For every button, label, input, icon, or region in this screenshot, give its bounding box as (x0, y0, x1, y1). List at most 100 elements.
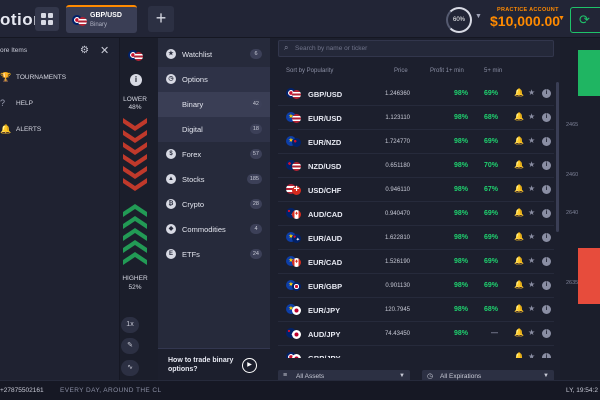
lower-percent: 48% (128, 104, 142, 111)
asset-row[interactable]: EUR/GBP 0.901130 98% 69% 🔔 ★ i (278, 274, 554, 298)
star-icon[interactable]: ★ (528, 136, 536, 145)
profit-5min: 69% (483, 234, 498, 241)
gear-icon[interactable]: ⚙ (80, 45, 89, 56)
star-icon[interactable]: ★ (528, 352, 536, 358)
asset-row[interactable]: GBP/JPY 🔔 ★ i (278, 346, 554, 358)
star-icon[interactable]: ★ (528, 328, 536, 337)
category-commodities[interactable]: ◆ Commodities 4 (158, 217, 270, 242)
star-icon[interactable]: ★ (528, 256, 536, 265)
asset-tab-symbol: GBP/USD (90, 12, 122, 19)
asset-row[interactable]: AUD/CAD 0.940470 98% 69% 🔔 ★ i (278, 202, 554, 226)
zoom-button[interactable]: 1x (121, 317, 139, 333)
trophy-icon: 🏆 (0, 72, 12, 82)
apps-grid-button[interactable] (35, 7, 59, 31)
more-items-menu: ore Items ⚙ ✕ 🏆 TOURNAMENTS ? HELP 🔔 ALE… (0, 38, 120, 380)
star-icon[interactable]: ★ (528, 184, 536, 193)
bell-icon[interactable]: 🔔 (514, 352, 524, 358)
indicator-wave-icon[interactable]: ∿ (121, 360, 139, 376)
info-icon[interactable]: i (542, 305, 551, 314)
info-icon[interactable]: i (542, 185, 551, 194)
column-profit-1min[interactable]: Profit 1+ min (430, 68, 464, 74)
bell-icon[interactable]: 🔔 (514, 88, 524, 97)
star-icon[interactable]: ★ (528, 304, 536, 313)
column-price[interactable]: Price (394, 68, 408, 74)
support-phone[interactable]: +27875502161 (0, 387, 44, 394)
asset-row[interactable]: NZD/USD 0.651180 98% 70% 🔔 ★ i (278, 154, 554, 178)
category-options[interactable]: ◷ Options (158, 67, 270, 92)
asset-row[interactable]: EUR/JPY 120.7945 98% 68% 🔔 ★ i (278, 298, 554, 322)
info-icon[interactable]: i (542, 281, 551, 290)
asset-symbol: USD/CHF (308, 186, 342, 195)
bell-icon[interactable]: 🔔 (514, 280, 524, 289)
price-tick: 2465 (566, 122, 579, 128)
category-crypto[interactable]: ₿ Crypto 28 (158, 192, 270, 217)
info-icon[interactable]: i (542, 233, 551, 242)
profit-1min: 98% (453, 234, 468, 241)
bell-icon[interactable]: 🔔 (514, 208, 524, 217)
bell-icon[interactable]: 🔔 (514, 184, 524, 193)
bell-icon[interactable]: 🔔 (514, 304, 524, 313)
menu-item-help[interactable]: ? HELP (0, 98, 33, 108)
category-binary[interactable]: Binary 42 (158, 92, 270, 117)
info-icon[interactable]: i (542, 353, 551, 358)
menu-item-tournaments[interactable]: 🏆 TOURNAMENTS (0, 72, 67, 82)
category-stocks[interactable]: ▲ Stocks 185 (158, 167, 270, 192)
bell-icon[interactable]: 🔔 (514, 256, 524, 265)
deposit-button[interactable]: ⟳ (570, 7, 600, 33)
info-icon[interactable]: i (542, 257, 551, 266)
column-profit-5min[interactable]: 5+ min (484, 68, 503, 74)
higher-button-edge[interactable] (578, 50, 600, 96)
info-icon[interactable]: i (542, 329, 551, 338)
flag-pair-icon (128, 50, 143, 61)
star-icon[interactable]: ★ (528, 88, 536, 97)
scrollbar[interactable] (556, 82, 559, 232)
star-icon[interactable]: ★ (528, 208, 536, 217)
chevron-down-icon[interactable]: ▼ (475, 13, 482, 20)
profit-5min: 68% (483, 114, 498, 121)
info-icon[interactable]: i (542, 161, 551, 170)
asset-row[interactable]: EUR/CAD 1.526190 98% 69% 🔔 ★ i (278, 250, 554, 274)
asset-tab-gbpusd[interactable]: GBP/USD Binary (66, 5, 137, 33)
asset-row[interactable]: EUR/NZD 1.724770 98% 69% 🔔 ★ i (278, 130, 554, 154)
asset-row[interactable]: GBP/USD 1.246360 98% 69% 🔔 ★ i (278, 82, 554, 106)
sort-dropdown[interactable]: Sort by Popularity (286, 68, 334, 74)
star-icon[interactable]: ★ (528, 280, 536, 289)
chevron-down-icon[interactable]: ▼ (558, 15, 565, 22)
bell-icon[interactable]: 🔔 (514, 136, 524, 145)
lower-button-edge[interactable] (578, 248, 600, 304)
refresh-dollar-icon: ⟳ (579, 12, 590, 27)
menu-header: ore Items (0, 47, 28, 54)
account-balance[interactable]: $10,000.00 (490, 13, 561, 29)
info-icon[interactable]: i (542, 113, 551, 122)
info-icon[interactable]: i (542, 89, 551, 98)
category-digital[interactable]: Digital 18 (158, 117, 270, 142)
bell-icon[interactable]: 🔔 (514, 160, 524, 169)
bell-icon[interactable]: 🔔 (514, 328, 524, 337)
asset-row[interactable]: AUD/JPY 74.43450 98% — 🔔 ★ i (278, 322, 554, 346)
menu-item-alerts[interactable]: 🔔 ALERTS (0, 124, 42, 134)
asset-row[interactable]: EUR/USD 1.123110 98% 68% 🔔 ★ i (278, 106, 554, 130)
profit-5min: — (491, 330, 498, 337)
category-watchlist[interactable]: ★ Watchlist 6 (158, 42, 270, 67)
pencil-icon[interactable]: ✎ (121, 338, 139, 354)
bell-icon: 🔔 (0, 124, 12, 134)
search-input[interactable] (295, 42, 545, 55)
level-gauge[interactable]: 60% (446, 7, 472, 33)
bell-icon[interactable]: 🔔 (514, 232, 524, 241)
category-etfs[interactable]: E ETFs 24 (158, 242, 270, 267)
bell-icon[interactable]: 🔔 (514, 112, 524, 121)
close-icon[interactable]: ✕ (100, 45, 110, 57)
star-icon[interactable]: ★ (528, 160, 536, 169)
asset-row[interactable]: EUR/AUD 1.622810 98% 69% 🔔 ★ i (278, 226, 554, 250)
asset-row[interactable]: USD/CHF 0.946110 98% 67% 🔔 ★ i (278, 178, 554, 202)
account-type-label[interactable]: PRACTICE ACCOUNT (497, 7, 559, 13)
add-asset-tab-button[interactable]: + (148, 6, 174, 32)
star-icon[interactable]: ★ (528, 112, 536, 121)
star-icon[interactable]: ★ (528, 232, 536, 241)
info-icon[interactable]: i (542, 209, 551, 218)
info-icon[interactable]: i (130, 74, 142, 86)
play-icon[interactable]: ▶ (242, 358, 257, 373)
how-to-trade-promo[interactable]: How to trade binary options? ▶ (158, 348, 270, 382)
category-forex[interactable]: $ Forex 57 (158, 142, 270, 167)
info-icon[interactable]: i (542, 137, 551, 146)
